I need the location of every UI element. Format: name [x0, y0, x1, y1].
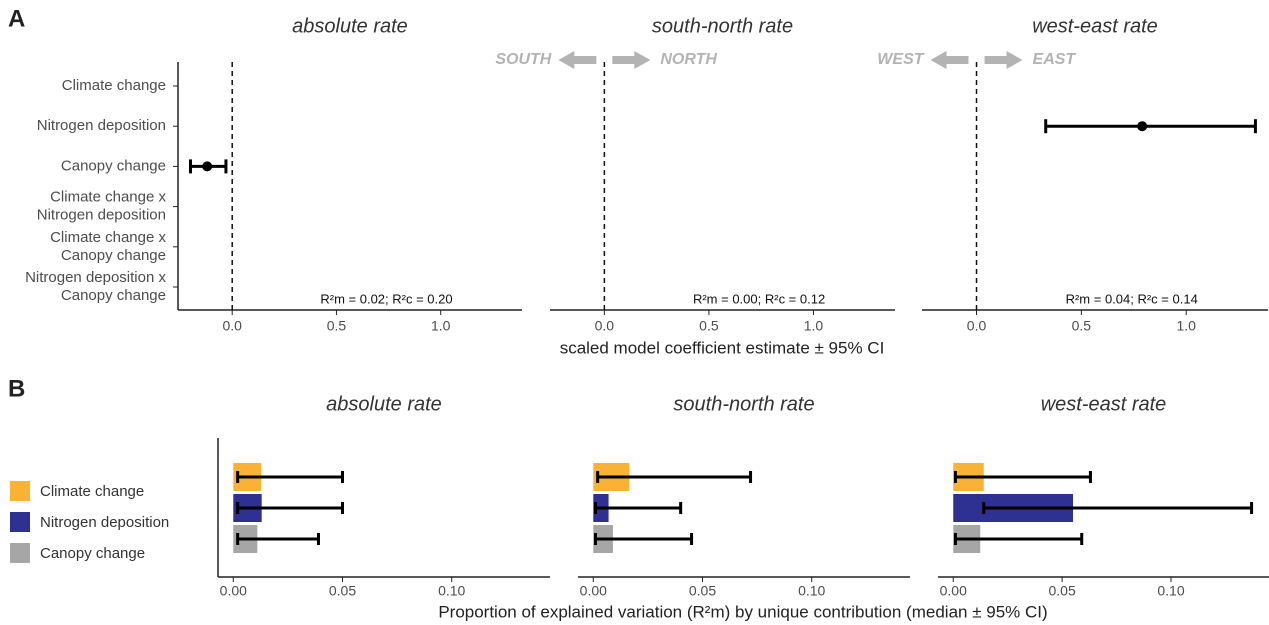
y-tick-label-line: Nitrogen deposition — [37, 117, 166, 134]
direction-arrow — [612, 51, 651, 69]
x-tick-label: 1.0 — [431, 318, 451, 334]
point — [1137, 121, 1148, 132]
legend-label: Climate change — [40, 483, 144, 500]
direction-arrow — [930, 51, 969, 69]
facet-title: west-east rate — [1032, 15, 1158, 37]
x-tick-label: 0.05 — [1049, 583, 1076, 599]
annotation: R²m = 0.02; R²c = 0.20 — [320, 291, 452, 306]
y-tick-label: Climate change — [62, 77, 166, 94]
y-tick-label: Climate change x Canopy change — [50, 229, 166, 264]
x-tick-label: 0.0 — [222, 318, 242, 334]
direction-label: EAST — [1033, 51, 1077, 68]
x-tick-label: 0.5 — [699, 318, 719, 334]
panel-label: A — [8, 5, 25, 32]
x-tick-label: 0.0 — [595, 318, 615, 334]
facet-title: west-east rate — [1041, 393, 1167, 415]
y-tick-label-line: Canopy change — [61, 287, 166, 304]
legend-swatch — [10, 512, 30, 532]
legend-swatch — [10, 481, 30, 501]
x-tick-label: 0.00 — [220, 583, 247, 599]
x-tick-label: 0.10 — [798, 583, 825, 599]
facet-title: south-north rate — [673, 393, 814, 415]
x-tick-label: 1.0 — [804, 318, 824, 334]
y-tick-label: Canopy change — [61, 157, 166, 174]
x-tick-label: 0.0 — [967, 318, 987, 334]
x-tick-label: 0.10 — [438, 583, 465, 599]
annotation: R²m = 0.04; R²c = 0.14 — [1066, 291, 1198, 306]
x-tick-label: 0.5 — [1072, 318, 1092, 334]
y-tick-label: Nitrogen deposition x Canopy change — [25, 269, 166, 304]
x-tick-label: 0.10 — [1157, 583, 1184, 599]
legend-label: Canopy change — [40, 545, 145, 562]
facet-title: south-north rate — [652, 15, 793, 37]
point — [202, 161, 213, 172]
x-axis-label: scaled model coefficient estimate ± 95% … — [560, 338, 885, 357]
facet-title: absolute rate — [292, 15, 408, 37]
x-tick-label: 1.0 — [1176, 318, 1196, 334]
y-tick-label: Nitrogen deposition — [37, 117, 166, 134]
legend-label: Nitrogen deposition — [40, 514, 169, 531]
x-tick-label: 0.05 — [689, 583, 716, 599]
direction-arrow — [558, 51, 597, 69]
y-tick-label-line: Climate change x — [50, 189, 166, 206]
direction-label: WEST — [877, 51, 924, 68]
x-tick-label: 0.00 — [940, 583, 967, 599]
x-axis-label: Proportion of explained variation (R²m) … — [438, 602, 1047, 621]
y-tick-label-line: Nitrogen deposition — [37, 207, 166, 224]
y-tick-label-line: Canopy change — [61, 247, 166, 264]
legend-swatch — [10, 543, 30, 563]
direction-arrow — [984, 51, 1023, 69]
direction-label: SOUTH — [495, 51, 551, 68]
annotation: R²m = 0.00; R²c = 0.12 — [693, 291, 825, 306]
y-tick-label-line: Climate change — [62, 77, 166, 94]
direction-label: NORTH — [660, 51, 717, 68]
facet-title: absolute rate — [326, 393, 442, 415]
y-tick-label-line: Climate change x — [50, 229, 166, 246]
y-tick-label: Climate change x Nitrogen deposition — [37, 189, 167, 224]
y-tick-label-line: Nitrogen deposition x — [25, 269, 166, 286]
y-tick-label-line: Canopy change — [61, 157, 166, 174]
x-tick-label: 0.00 — [580, 583, 607, 599]
panel-label: B — [8, 375, 25, 402]
x-tick-label: 0.05 — [329, 583, 356, 599]
x-tick-label: 0.5 — [327, 318, 347, 334]
